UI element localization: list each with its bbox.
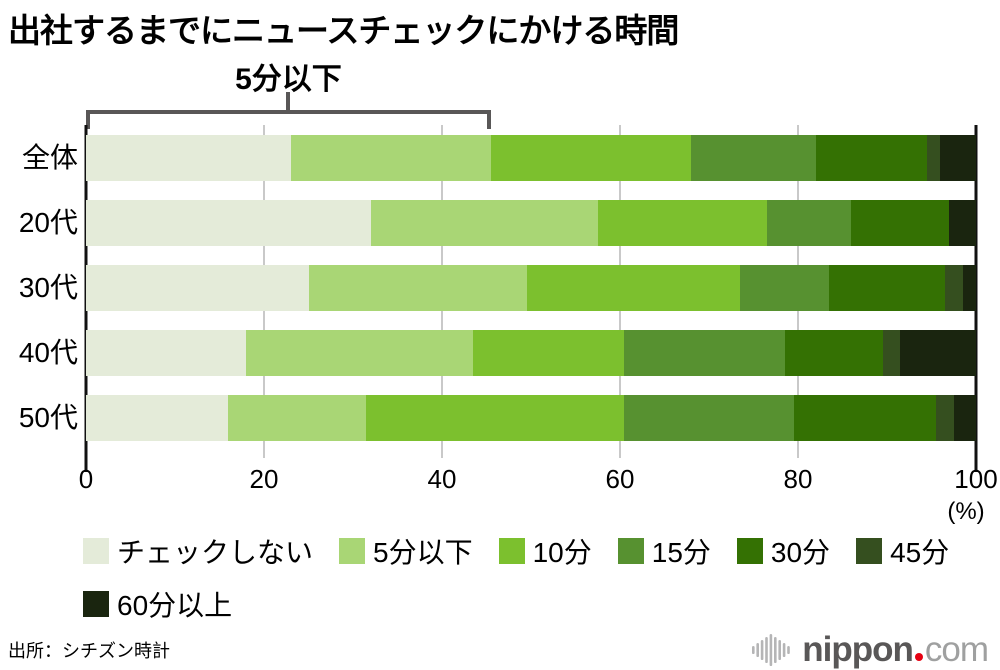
x-tick-label: 40 bbox=[427, 464, 457, 494]
annotation-tick-left bbox=[86, 110, 90, 129]
bar-row bbox=[86, 329, 976, 376]
legend: チェックしない 5分以下 10分 15分 30分 45分 60分以上 bbox=[83, 531, 978, 624]
bar-segment bbox=[949, 199, 976, 246]
bar-segment bbox=[597, 199, 767, 246]
bar-segment bbox=[624, 394, 794, 441]
bar-segment bbox=[691, 134, 816, 181]
bar-row bbox=[86, 264, 976, 311]
nippon-logo: nippon com bbox=[752, 630, 989, 670]
bar-segment bbox=[784, 329, 883, 376]
annotation-label: 5分以下 bbox=[235, 63, 342, 96]
row-label: 全体 bbox=[21, 141, 78, 173]
bar-segment bbox=[86, 134, 291, 181]
x-tick-label: 20 bbox=[249, 464, 279, 494]
bar-segment bbox=[526, 264, 741, 311]
x-tick-label: 60 bbox=[605, 464, 635, 494]
legend-label: 60分以上 bbox=[117, 590, 233, 621]
bar-segment bbox=[944, 264, 963, 311]
source-note: 出所：シチズン時計 bbox=[8, 641, 170, 661]
logo-name: nippon bbox=[802, 630, 914, 669]
bar-segment bbox=[624, 329, 785, 376]
legend-item: 5分以下 bbox=[339, 531, 473, 571]
annotation-stem bbox=[286, 92, 291, 112]
legend-swatch bbox=[736, 538, 763, 564]
bar-segment bbox=[86, 264, 309, 311]
bar-segment bbox=[490, 134, 692, 181]
legend-item: チェックしない bbox=[83, 531, 313, 571]
legend-label: 30分 bbox=[770, 537, 831, 568]
bar-segment bbox=[740, 264, 830, 311]
bar-segment bbox=[86, 329, 247, 376]
x-tick-label: 80 bbox=[783, 464, 813, 494]
legend-swatch bbox=[856, 538, 883, 564]
legend-label: 15分 bbox=[651, 537, 711, 568]
x-tick-label: 100 bbox=[954, 464, 998, 494]
legend-label: 5分以下 bbox=[373, 537, 473, 568]
x-tick-label: 0 bbox=[78, 464, 94, 494]
page-title: 出社するまでにニュースチェックにかける時間 bbox=[8, 12, 679, 49]
legend-label: 45分 bbox=[890, 537, 950, 568]
legend-swatch bbox=[83, 591, 109, 617]
annotation-tick-right bbox=[486, 110, 491, 129]
bar-segment bbox=[935, 394, 954, 441]
bar-segment bbox=[366, 394, 625, 441]
nippon-logo-icon bbox=[752, 634, 791, 666]
bar-row bbox=[86, 134, 976, 181]
bar-segment bbox=[829, 264, 945, 311]
logo-tld: com bbox=[924, 630, 989, 669]
row-label: 20代 bbox=[18, 206, 78, 238]
legend-swatch bbox=[498, 538, 525, 564]
axis-line bbox=[974, 125, 978, 472]
bar-segment bbox=[927, 134, 941, 181]
nippon-logo-text: nippon com bbox=[802, 630, 989, 670]
bar-segment bbox=[290, 134, 491, 181]
legend-swatch bbox=[83, 538, 109, 564]
legend-swatch bbox=[617, 538, 644, 564]
bar-segment bbox=[953, 394, 976, 441]
bar-row bbox=[86, 394, 976, 441]
legend-item: 60分以上 bbox=[83, 584, 232, 624]
legend-label: チェックしない bbox=[117, 537, 314, 568]
legend-item: 15分 bbox=[617, 531, 711, 571]
bar-segment bbox=[86, 199, 371, 246]
bar-segment bbox=[882, 329, 901, 376]
bar-segment bbox=[228, 394, 367, 441]
x-axis-unit: (%) bbox=[947, 498, 985, 525]
legend-item: 10分 bbox=[498, 531, 592, 571]
bar-segment bbox=[473, 329, 625, 376]
bar-segment bbox=[962, 264, 976, 311]
bar-segment bbox=[851, 199, 950, 246]
bar-segment bbox=[815, 134, 928, 181]
bar-segment bbox=[246, 329, 474, 376]
row-label: 30代 bbox=[18, 271, 78, 303]
logo-dot bbox=[914, 653, 923, 661]
legend-label: 10分 bbox=[532, 537, 592, 568]
bar-segment bbox=[766, 199, 852, 246]
bar-segment bbox=[940, 134, 976, 181]
annotation-bar bbox=[86, 110, 491, 114]
plot-area bbox=[84, 125, 978, 472]
bar-segment bbox=[86, 394, 229, 441]
legend-item: 45分 bbox=[856, 531, 949, 571]
legend-swatch bbox=[339, 538, 366, 564]
annotation-bracket: 5分以下 bbox=[86, 0, 976, 132]
bar-segment bbox=[308, 264, 527, 311]
legend-item: 30分 bbox=[736, 531, 831, 571]
bar-segment bbox=[370, 199, 598, 246]
bar-segment bbox=[793, 394, 936, 441]
row-label: 40代 bbox=[18, 336, 78, 368]
bar-row bbox=[86, 199, 976, 246]
row-label: 50代 bbox=[18, 401, 78, 433]
bar-segment bbox=[900, 329, 976, 376]
